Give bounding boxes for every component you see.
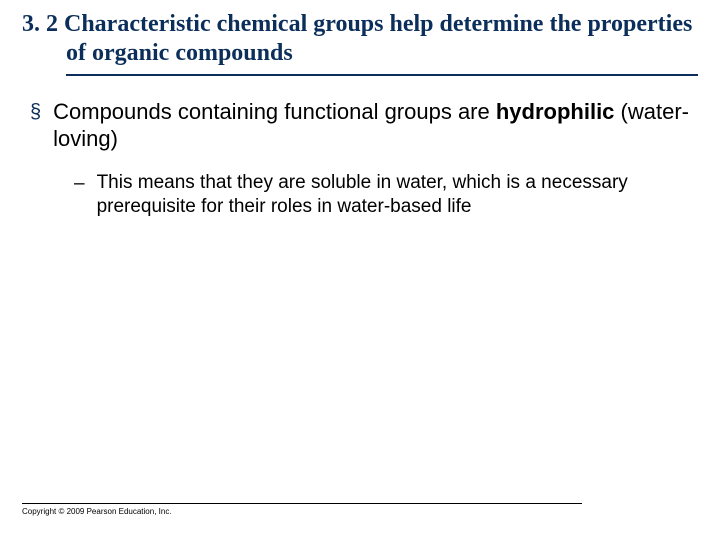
heading-title: Characteristic chemical groups help dete… bbox=[64, 11, 692, 66]
dash-marker-icon: – bbox=[74, 171, 85, 220]
section-number: 3. 2 bbox=[22, 11, 58, 37]
copyright-text: Copyright © 2009 Pearson Education, Inc. bbox=[22, 507, 172, 516]
copyright-footer: Copyright © 2009 Pearson Education, Inc. bbox=[22, 503, 582, 516]
slide: 3. 2 Characteristic chemical groups help… bbox=[0, 0, 720, 540]
bullet-level-1: § Compounds containing functional groups… bbox=[30, 98, 698, 153]
bullet-text: Compounds containing functional groups a… bbox=[53, 98, 698, 153]
bullet-marker-icon: § bbox=[30, 98, 41, 153]
bullet-level-2: – This means that they are soluble in wa… bbox=[74, 171, 698, 220]
bullet-text-pre: Compounds containing functional groups a… bbox=[53, 99, 496, 124]
bullet-text-bold: hydrophilic bbox=[496, 99, 615, 124]
sub-bullet-text: This means that they are soluble in wate… bbox=[97, 171, 698, 220]
slide-heading: 3. 2 Characteristic chemical groups help… bbox=[66, 10, 698, 76]
